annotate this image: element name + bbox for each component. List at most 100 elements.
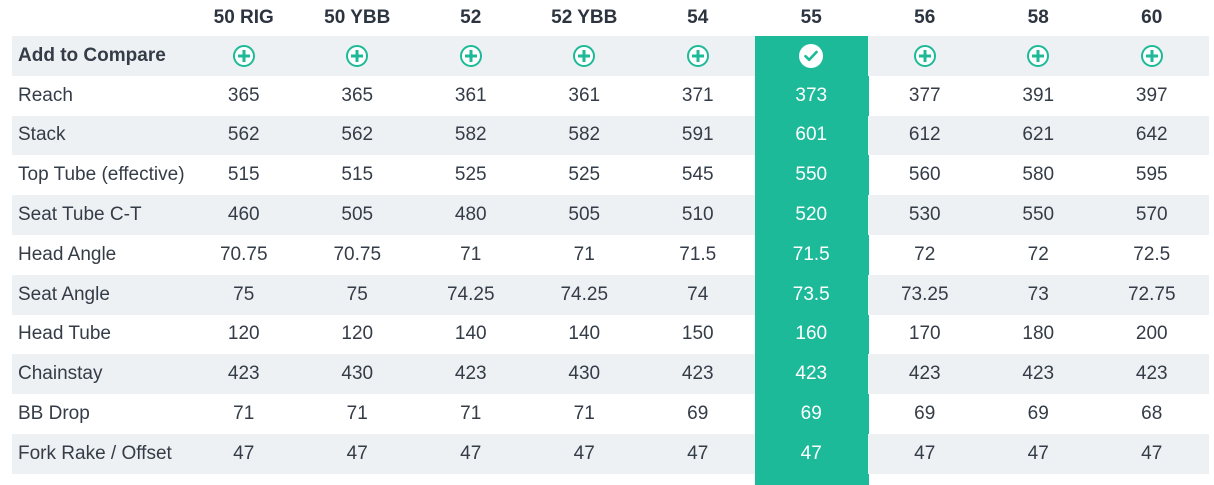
table-cell: 71.5 [679, 243, 717, 265]
size-header-56[interactable]: 56 [914, 7, 936, 28]
table-cell: 47 [460, 442, 482, 464]
table-cell: 591 [681, 124, 714, 146]
table-cell: 140 [454, 323, 487, 345]
remove-compare-55-button[interactable] [799, 43, 824, 68]
table-cell: 200 [1135, 323, 1168, 345]
table-cell: 430 [341, 363, 374, 385]
table-cell: 361 [454, 84, 487, 106]
table-cell-selected: 373 [754, 75, 868, 116]
compare-cell [414, 36, 528, 76]
add-compare-58-button[interactable] [1027, 44, 1050, 67]
table-cell: 73 [1027, 283, 1049, 305]
table-cell: 72.5 [1133, 243, 1171, 265]
size-header-52-ybb[interactable]: 52 YBB [551, 7, 618, 28]
table-cell-selected: 550 [754, 155, 868, 196]
table-cell: 530 [908, 204, 941, 226]
table-cell: 47 [573, 442, 595, 464]
table-row-reach: Reach 365 365 361 361 371 373 377 391 39… [12, 75, 1209, 116]
table-cell: 525 [568, 164, 601, 186]
table-cell: 582 [454, 124, 487, 146]
compare-cell [301, 36, 415, 76]
table-cell: 505 [568, 204, 601, 226]
size-header-50-ybb[interactable]: 50 YBB [324, 7, 391, 28]
table-cell: 69 [914, 403, 936, 425]
table-cell: 621 [1022, 124, 1055, 146]
size-header-58[interactable]: 58 [1027, 7, 1049, 28]
table-cell: 642 [1135, 124, 1168, 146]
add-compare-52-button[interactable] [459, 44, 482, 67]
table-cell: 74.25 [446, 283, 495, 305]
size-header-55[interactable]: 55 [800, 7, 822, 28]
add-compare-52-ybb-button[interactable] [573, 44, 596, 67]
table-row-bb-drop: BB Drop 71 71 71 71 69 69 69 69 68 [12, 394, 1209, 434]
table-cell: 120 [227, 323, 260, 345]
compare-cell [528, 36, 642, 76]
size-header-60[interactable]: 60 [1141, 7, 1163, 28]
table-cell: 562 [341, 124, 374, 146]
table-cell: 510 [681, 204, 714, 226]
table-row-seat-tube: Seat Tube C-T 460 505 480 505 510 520 53… [12, 195, 1209, 235]
add-to-compare-row: Add to Compare [12, 36, 1209, 76]
geometry-table: 50 RIG 50 YBB 52 52 YBB 54 55 56 58 60 A… [12, 0, 1209, 474]
table-cell-selected: 160 [754, 314, 868, 355]
table-row-head-tube: Head Tube 120 120 140 140 150 160 170 18… [12, 314, 1209, 355]
table-cell: 525 [454, 164, 487, 186]
table-row-top-tube: Top Tube (effective) 515 515 525 525 545… [12, 155, 1209, 196]
table-cell: 560 [908, 164, 941, 186]
table-cell: 120 [341, 323, 374, 345]
table-cell: 69 [687, 403, 709, 425]
compare-cell [982, 36, 1096, 76]
table-cell: 397 [1135, 84, 1168, 106]
table-cell: 47 [687, 442, 709, 464]
add-compare-56-button[interactable] [913, 44, 936, 67]
table-cell: 423 [681, 363, 714, 385]
table-cell: 180 [1022, 323, 1055, 345]
table-cell: 150 [681, 323, 714, 345]
table-cell: 75 [346, 283, 368, 305]
row-label: BB Drop [18, 403, 90, 425]
table-cell: 72 [914, 243, 936, 265]
table-cell: 505 [341, 204, 374, 226]
table-cell: 371 [681, 84, 714, 106]
table-cell: 71 [346, 403, 368, 425]
table-cell: 515 [227, 164, 260, 186]
plus-circle-icon [1032, 49, 1045, 62]
add-compare-50-ybb-button[interactable] [346, 44, 369, 67]
add-compare-54-button[interactable] [686, 44, 709, 67]
table-cell: 377 [908, 84, 941, 106]
table-cell: 580 [1022, 164, 1055, 186]
row-label: Top Tube (effective) [18, 164, 185, 186]
table-cell-selected: 601 [754, 115, 868, 156]
table-cell: 570 [1135, 204, 1168, 226]
table-cell-selected: 71.5 [754, 234, 868, 275]
compare-cell [1095, 36, 1209, 76]
table-cell: 75 [233, 283, 255, 305]
add-compare-60-button[interactable] [1140, 44, 1163, 67]
table-cell: 71 [573, 403, 595, 425]
row-label: Head Angle [18, 243, 117, 265]
table-cell: 423 [227, 363, 260, 385]
table-cell: 550 [1022, 204, 1055, 226]
table-cell: 515 [341, 164, 374, 186]
table-cell: 391 [1022, 84, 1055, 106]
add-to-compare-label: Add to Compare [18, 44, 166, 66]
table-cell-selected: 69 [754, 394, 868, 434]
table-row-head-angle: Head Angle 70.75 70.75 71 71 71.5 71.5 7… [12, 234, 1209, 275]
size-header-54[interactable]: 54 [687, 7, 709, 28]
table-cell: 73.25 [900, 283, 949, 305]
plus-circle-icon [578, 49, 591, 62]
plus-circle-icon [918, 49, 931, 62]
plus-circle-icon [351, 49, 364, 62]
size-header-52[interactable]: 52 [460, 7, 482, 28]
table-cell: 545 [681, 164, 714, 186]
table-cell: 71 [460, 243, 482, 265]
size-header-50-rig[interactable]: 50 RIG [213, 7, 274, 28]
table-row-fork-rake: Fork Rake / Offset 47 47 47 47 47 47 47 … [12, 433, 1209, 474]
table-cell: 170 [908, 323, 941, 345]
add-compare-50-rig-button[interactable] [232, 44, 255, 67]
table-cell: 365 [341, 84, 374, 106]
table-cell: 47 [1141, 442, 1163, 464]
table-cell: 423 [1022, 363, 1055, 385]
compare-cell [187, 36, 301, 76]
table-cell: 460 [227, 204, 260, 226]
